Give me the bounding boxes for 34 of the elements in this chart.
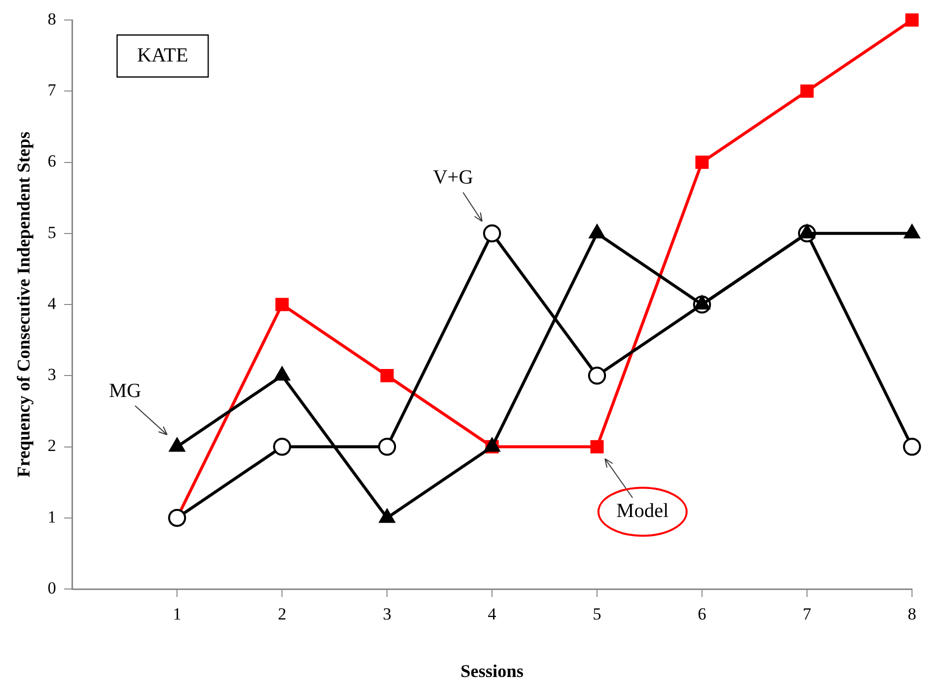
x-tick-label: 6 (698, 604, 706, 624)
annotation: MG (108, 380, 142, 402)
x-tick-label: 4 (488, 604, 497, 624)
point (378, 438, 396, 456)
point (380, 368, 394, 382)
annotation: Model (616, 500, 670, 522)
x-tick-label: 5 (592, 604, 602, 624)
point (168, 508, 186, 527)
annotation: V+G (432, 166, 474, 189)
annotation: KATE (137, 44, 188, 66)
y-tick-label: 3 (48, 365, 56, 384)
y-tick-label: 1 (48, 507, 56, 526)
x-tick-label: 2 (278, 604, 286, 624)
x-axis-title: Sessions (460, 660, 524, 681)
x-tick-label: 1 (172, 604, 182, 624)
y-tick-label: 6 (48, 152, 56, 171)
y-tick-label: 7 (48, 80, 57, 100)
x-tick-label: 3 (382, 604, 392, 624)
point (590, 440, 604, 454)
y-axis-title: Frequency of Consecutive Independent Steps (13, 132, 34, 478)
point (275, 298, 289, 312)
point (905, 13, 919, 27)
point (483, 224, 502, 242)
point (800, 84, 814, 98)
point (695, 156, 709, 169)
point (588, 366, 606, 385)
y-tick-label: 2 (48, 436, 56, 456)
x-tick-label: 8 (908, 604, 916, 624)
x-tick-label: 7 (802, 604, 812, 624)
y-tick-label: 5 (48, 222, 56, 242)
y-tick-label: 8 (48, 9, 56, 28)
y-tick-label: 0 (48, 578, 56, 598)
y-tick-label: 4 (48, 294, 57, 313)
point (273, 438, 292, 456)
